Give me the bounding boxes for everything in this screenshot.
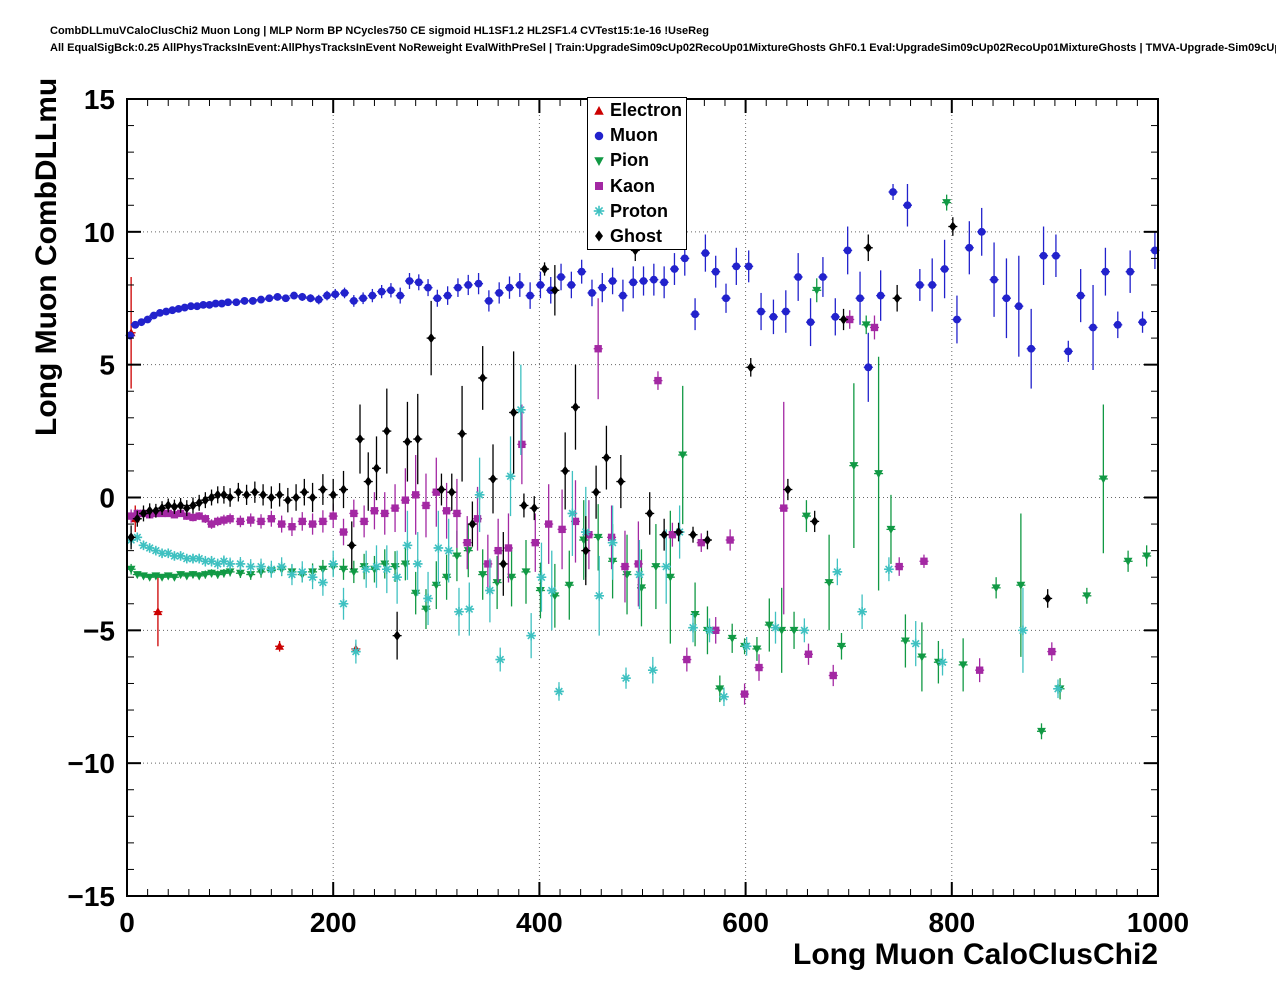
electron-marker-icon	[591, 103, 607, 119]
legend-item-proton: Proton	[588, 199, 686, 224]
y-tick-label: 5	[99, 350, 115, 381]
muon-marker-icon	[591, 128, 607, 144]
x-tick-label: 400	[516, 907, 563, 938]
series-pion	[126, 194, 1152, 740]
y-tick-label: −15	[68, 881, 116, 912]
x-tick-label: 1000	[1127, 907, 1189, 938]
legend-item-kaon: Kaon	[588, 174, 686, 199]
legend-label: Proton	[610, 200, 668, 221]
ghost-marker-icon	[591, 228, 607, 244]
x-tick-label: 0	[119, 907, 135, 938]
legend-label: Electron	[610, 100, 683, 121]
proton-marker-icon	[591, 203, 607, 219]
legend-item-pion: Pion	[588, 148, 686, 173]
legend: Electron Muon Pion Kaon Proton Ghost	[587, 97, 687, 250]
y-tick-label: −5	[83, 615, 115, 646]
plot-title-line1: CombDLLmuVCaloClusChi2 Muon Long | MLP N…	[50, 25, 709, 37]
series-ghost	[126, 217, 1053, 660]
series-proton	[126, 364, 1063, 707]
legend-item-muon: Muon	[588, 123, 686, 148]
y-axis-title: Long Muon CombDLLmu	[30, 77, 63, 436]
x-tick-label: 600	[722, 907, 769, 938]
y-tick-label: 10	[84, 217, 115, 248]
y-tick-label: 15	[84, 84, 115, 115]
legend-item-ghost: Ghost	[588, 224, 686, 249]
y-tick-label: 0	[99, 483, 115, 514]
x-tick-label: 200	[310, 907, 357, 938]
kaon-marker-icon	[591, 178, 607, 194]
x-axis-title: Long Muon CaloClusChi2	[793, 938, 1158, 971]
legend-item-electron: Electron	[588, 98, 686, 123]
legend-label: Pion	[610, 150, 649, 171]
x-tick-label: 800	[928, 907, 975, 938]
series-muon	[125, 184, 1160, 402]
series-electron	[126, 276, 361, 655]
legend-label: Muon	[610, 125, 658, 146]
pion-marker-icon	[591, 153, 607, 169]
plot-title-line2: All EqualSigBck:0.25 AllPhysTracksInEven…	[50, 42, 1276, 54]
legend-label: Ghost	[610, 225, 662, 246]
y-tick-label: −10	[68, 748, 116, 779]
legend-label: Kaon	[610, 175, 655, 196]
